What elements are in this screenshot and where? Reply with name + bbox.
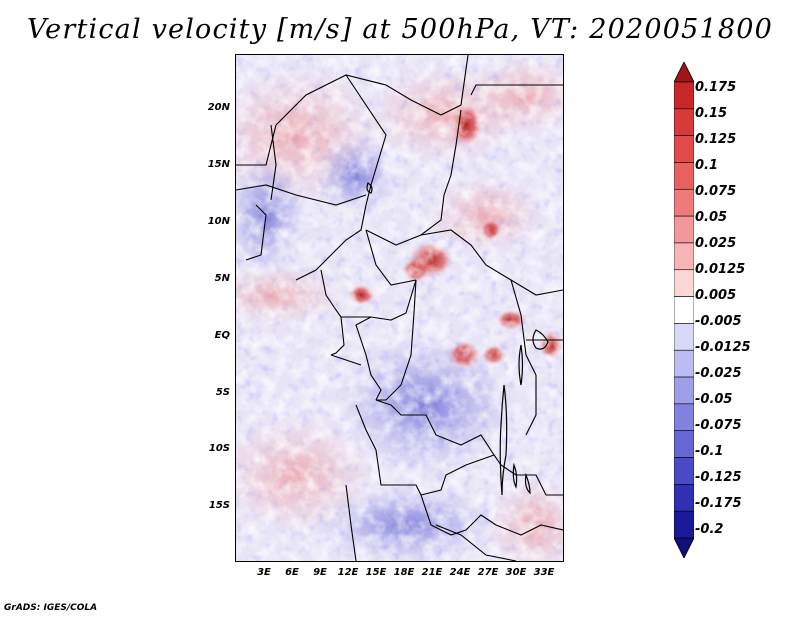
- colorbar-label: -0.0125: [695, 340, 751, 355]
- longitude-label: 6E: [285, 567, 299, 578]
- colorbar-label: -0.1: [695, 444, 724, 459]
- colorbar-segment: [674, 242, 694, 271]
- country-borders: [236, 55, 563, 561]
- colorbar-label: 0.05: [695, 210, 728, 225]
- latitude-label: 10N: [207, 216, 230, 227]
- longitude-label: 9E: [313, 567, 327, 578]
- latitude-label: 15N: [207, 159, 230, 170]
- chart-title: Vertical velocity [m/s] at 500hPa, VT: 2…: [26, 14, 774, 45]
- vertical-velocity-field: [236, 55, 563, 561]
- colorbar-segment: [674, 215, 694, 244]
- colorbar-segment: [674, 135, 694, 163]
- longitude-label: 24E: [449, 567, 471, 578]
- colorbar-segment: [674, 510, 694, 539]
- colorbar-label: 0.175: [695, 80, 737, 95]
- colorbar-label: -0.075: [695, 418, 742, 433]
- colorbar-label: -0.125: [695, 470, 742, 485]
- colorbar-segment: [674, 484, 694, 512]
- colorbar-segment: [674, 430, 694, 458]
- latitude-label: EQ: [214, 330, 230, 341]
- colorbar-label: 0.075: [695, 184, 737, 199]
- latitude-label: 10S: [208, 443, 230, 454]
- latitude-label: 5S: [215, 387, 230, 398]
- colorbar-label: 0.005: [695, 288, 737, 303]
- colorbar-segment: [674, 269, 694, 297]
- colorbar-segment: [674, 457, 694, 485]
- colorbar-segment: [674, 323, 694, 351]
- latitude-label: 15S: [208, 500, 230, 511]
- colorbar: [674, 62, 694, 558]
- latitude-label: 20N: [207, 102, 230, 113]
- colorbar-segment: [674, 296, 694, 324]
- colorbar-label: -0.005: [695, 314, 742, 329]
- longitude-label: 15E: [365, 567, 387, 578]
- latitude-label: 5N: [214, 273, 230, 284]
- colorbar-label: 0.1: [695, 158, 719, 173]
- longitude-label: 12E: [337, 567, 359, 578]
- colorbar-label: -0.05: [695, 392, 733, 407]
- map-panel: [235, 54, 564, 562]
- colorbar-segment: [674, 108, 694, 136]
- colorbar-segment: [674, 376, 694, 405]
- longitude-label: 3E: [257, 567, 271, 578]
- colorbar-label: -0.025: [695, 366, 742, 381]
- colorbar-segment: [674, 403, 694, 432]
- colorbar-label: 0.15: [695, 106, 728, 121]
- colorbar-segment: [674, 188, 694, 217]
- colorbar-label: 0.0125: [695, 262, 746, 277]
- colorbar-bottom-arrow: [674, 537, 694, 558]
- longitude-label: 27E: [477, 567, 499, 578]
- colorbar-segment: [674, 81, 694, 110]
- colorbar-label: -0.175: [695, 496, 742, 511]
- longitude-label: 30E: [505, 567, 527, 578]
- colorbar-label: -0.2: [695, 522, 724, 537]
- lake-outlines: [366, 182, 549, 496]
- colorbar-top-arrow: [674, 62, 694, 83]
- longitude-label: 21E: [421, 567, 443, 578]
- longitude-label: 33E: [533, 567, 555, 578]
- colorbar-segment: [674, 349, 694, 378]
- colorbar-label: 0.025: [695, 236, 737, 251]
- grads-credit: GrADS: IGES/COLA: [4, 603, 98, 613]
- colorbar-segment: [674, 162, 694, 190]
- longitude-label: 18E: [393, 567, 415, 578]
- colorbar-label: 0.125: [695, 132, 737, 147]
